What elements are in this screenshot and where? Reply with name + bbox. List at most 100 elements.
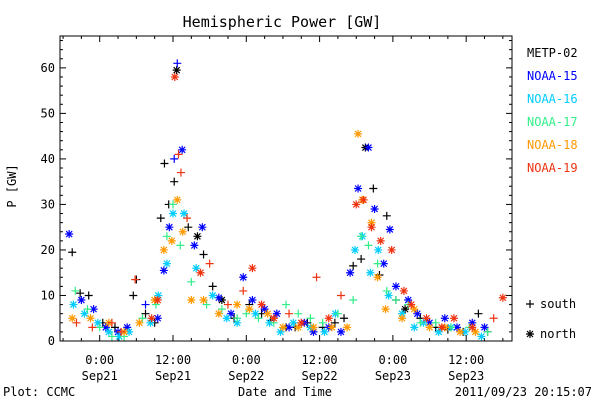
- marker-north: [407, 300, 416, 309]
- x-axis-ticks: 0:00 Sep21 12:00 Sep21 0:00 Sep22 12:00 Sep22 0:…: [62, 36, 504, 383]
- marker-south: [217, 305, 226, 314]
- marker-south: [357, 232, 366, 241]
- marker-north: [77, 296, 86, 305]
- marker-south: [340, 314, 349, 323]
- marker-north: [196, 268, 205, 277]
- y-axis-ticks: 0 10 20 30 40 50 60: [41, 40, 512, 348]
- legend-entry: NOAA-17: [527, 115, 578, 129]
- marker-south: [170, 177, 179, 186]
- marker-south: [107, 332, 116, 341]
- x-tick-time: 0:00: [85, 353, 114, 367]
- marker-south: [187, 277, 196, 286]
- x-tick-date: Sep22: [228, 369, 264, 383]
- marker-south: [83, 305, 92, 314]
- marker-south: [373, 259, 382, 268]
- marker-north: [309, 323, 318, 332]
- marker-north: [398, 309, 407, 318]
- series-noaa-16: [69, 209, 486, 341]
- x-tick-date: Sep23: [375, 369, 411, 383]
- marker-north: [425, 323, 434, 332]
- series-noaa-17: [71, 200, 492, 341]
- marker-north: [179, 209, 188, 218]
- marker-north: [374, 245, 383, 254]
- legend-marker-star: [526, 330, 534, 338]
- marker-legend: south north: [526, 297, 576, 341]
- marker-south: [208, 282, 217, 291]
- marker-south: [349, 296, 358, 305]
- marker-north: [468, 323, 477, 332]
- marker-north: [376, 236, 385, 245]
- marker-north: [272, 309, 281, 318]
- marker-south: [285, 309, 294, 318]
- marker-north: [381, 305, 390, 314]
- marker-south: [199, 250, 208, 259]
- marker-north: [434, 327, 443, 336]
- marker-south: [110, 323, 119, 332]
- series-noaa-19: [72, 72, 507, 336]
- marker-north: [198, 223, 207, 232]
- marker-north: [260, 305, 269, 314]
- marker-north: [269, 314, 278, 323]
- marker-south: [333, 309, 342, 318]
- y-tick-label: 10: [41, 288, 55, 302]
- marker-south: [141, 309, 150, 318]
- y-axis-label: P [GW]: [5, 164, 19, 207]
- marker-north: [104, 327, 113, 336]
- marker-north: [199, 296, 208, 305]
- marker-north: [327, 323, 336, 332]
- marker-north: [173, 195, 182, 204]
- marker-north: [346, 268, 355, 277]
- marker-south: [254, 314, 263, 323]
- marker-north: [159, 245, 168, 254]
- x-tick-time: 0:00: [378, 353, 407, 367]
- marker-north: [167, 236, 176, 245]
- marker-south: [184, 223, 193, 232]
- marker-north: [289, 318, 298, 327]
- marker-north: [154, 291, 163, 300]
- marker-south: [72, 318, 81, 327]
- marker-north: [410, 323, 419, 332]
- marker-south: [84, 291, 93, 300]
- marker-south: [312, 273, 321, 282]
- marker-south: [129, 291, 138, 300]
- marker-north: [65, 230, 74, 239]
- marker-north: [294, 323, 303, 332]
- marker-south: [170, 154, 179, 163]
- marker-north: [456, 327, 465, 336]
- series-noaa-18: [68, 129, 480, 336]
- marker-north: [233, 318, 242, 327]
- marker-south: [176, 241, 185, 250]
- legend-marker-label: south: [540, 297, 576, 311]
- marker-north: [370, 204, 379, 213]
- marker-north: [410, 305, 419, 314]
- marker-north: [162, 259, 171, 268]
- y-tick-label: 30: [41, 197, 55, 211]
- marker-north: [146, 318, 155, 327]
- marker-south: [131, 275, 140, 284]
- marker-north: [364, 143, 373, 152]
- marker-south: [95, 323, 104, 332]
- x-tick-date: Sep21: [155, 369, 191, 383]
- marker-south: [242, 309, 251, 318]
- marker-north: [214, 293, 223, 302]
- marker-north: [233, 300, 242, 309]
- marker-north: [208, 291, 217, 300]
- marker-south: [176, 168, 185, 177]
- marker-south: [357, 255, 366, 264]
- marker-north: [401, 305, 410, 314]
- marker-south: [318, 318, 327, 327]
- marker-north: [422, 314, 431, 323]
- marker-north: [440, 314, 449, 323]
- marker-north: [404, 296, 413, 305]
- marker-north: [276, 327, 285, 336]
- marker-north: [477, 332, 486, 341]
- legend-entry: NOAA-19: [527, 161, 578, 175]
- x-tick-time: 12:00: [302, 353, 338, 367]
- marker-north: [297, 318, 306, 327]
- marker-north: [178, 227, 187, 236]
- marker-north: [165, 223, 174, 232]
- y-tick-label: 40: [41, 152, 55, 166]
- marker-south: [68, 248, 77, 257]
- marker-north: [425, 318, 434, 327]
- marker-south: [294, 309, 303, 318]
